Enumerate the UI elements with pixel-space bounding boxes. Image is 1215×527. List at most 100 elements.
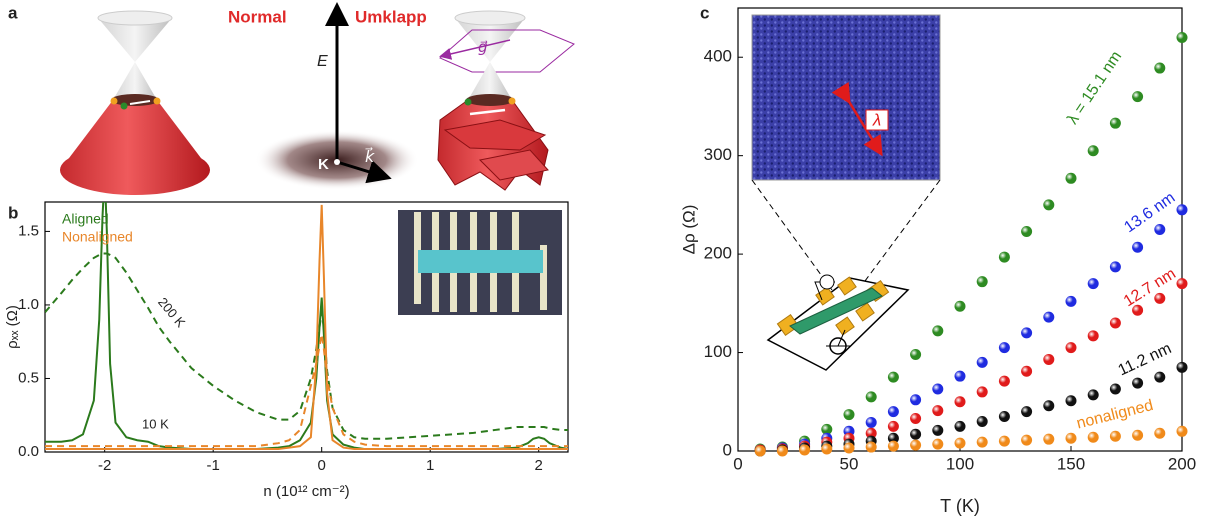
data-point — [1177, 32, 1188, 43]
zoom-line — [862, 180, 940, 285]
data-point — [999, 436, 1010, 447]
data-point — [1154, 293, 1165, 304]
data-point — [1043, 199, 1054, 210]
data-point — [999, 342, 1010, 353]
annotation: 10 K — [142, 416, 169, 431]
electron — [121, 103, 128, 110]
data-point — [866, 417, 877, 428]
data-point — [910, 394, 921, 405]
data-point — [888, 441, 899, 452]
data-point — [1177, 426, 1188, 437]
panel-label: b — [8, 203, 18, 222]
data-point — [777, 446, 788, 457]
data-point — [999, 376, 1010, 387]
data-point — [1066, 395, 1077, 406]
legend-label: Aligned — [62, 211, 109, 227]
umklapp-label: Umklapp — [355, 7, 427, 26]
data-point — [1132, 91, 1143, 102]
data-point — [932, 425, 943, 436]
y-tick-label: 300 — [704, 145, 732, 164]
data-point — [844, 443, 855, 454]
x-tick-label: 50 — [840, 454, 859, 473]
y-tick-label: 0 — [723, 440, 732, 459]
data-point — [1021, 366, 1032, 377]
cone-base — [60, 145, 210, 195]
legend-label: Nonaligned — [62, 229, 133, 245]
data-point — [1088, 432, 1099, 443]
y-tick-label: 0.0 — [18, 443, 39, 460]
data-point — [977, 416, 988, 427]
data-point — [1154, 372, 1165, 383]
data-point — [932, 383, 943, 394]
data-point — [955, 438, 966, 449]
series-label: 13.6 nm — [1121, 189, 1178, 236]
data-point — [910, 349, 921, 360]
k-point — [334, 159, 340, 165]
y-tick-label: 100 — [704, 342, 732, 361]
hall-bar — [418, 250, 543, 273]
y-tick-label: 1.5 — [18, 222, 39, 239]
data-point — [1132, 430, 1143, 441]
page: a Normal Umklapp E K k⃗ g⃗ — [0, 0, 1215, 527]
electron — [154, 98, 161, 105]
data-point — [1154, 63, 1165, 74]
annotation: 200 K — [155, 294, 189, 330]
x-tick-label: 0 — [318, 457, 326, 474]
data-point — [1043, 434, 1054, 445]
figure: a Normal Umklapp E K k⃗ g⃗ — [0, 0, 1215, 527]
data-point — [1088, 389, 1099, 400]
series-label: 11.2 nm — [1116, 340, 1175, 379]
data-point — [1177, 204, 1188, 215]
data-point — [1088, 145, 1099, 156]
data-point — [888, 406, 899, 417]
data-point — [1021, 327, 1032, 338]
data-point — [955, 371, 966, 382]
data-point — [866, 442, 877, 453]
x-tick-label: -2 — [98, 457, 111, 474]
data-point — [1043, 354, 1054, 365]
data-point — [1110, 318, 1121, 329]
y-tick-label: 200 — [704, 244, 732, 263]
data-point — [955, 421, 966, 432]
data-point — [1021, 406, 1032, 417]
data-point — [1043, 312, 1054, 323]
data-point — [999, 252, 1010, 263]
x-tick-label: 150 — [1057, 454, 1085, 473]
data-point — [821, 444, 832, 455]
data-point — [910, 429, 921, 440]
y-tick-label: 0.5 — [18, 369, 39, 386]
energy-label: E — [317, 53, 328, 70]
x-tick-label: 1 — [426, 457, 434, 474]
normal-label: Normal — [228, 7, 287, 26]
y-tick-label: 400 — [704, 47, 732, 66]
data-point — [1110, 261, 1121, 272]
data-point — [844, 409, 855, 420]
data-point — [1088, 278, 1099, 289]
data-point — [977, 386, 988, 397]
fermi-surface — [466, 94, 514, 106]
lambda-label: λ — [872, 110, 881, 129]
data-point — [1132, 242, 1143, 253]
x-tick-label: 100 — [946, 454, 974, 473]
series-label: 12.7 nm — [1121, 265, 1179, 310]
x-tick-label: 2 — [535, 457, 543, 474]
data-point — [955, 396, 966, 407]
data-point — [1154, 224, 1165, 235]
cone-rim — [98, 11, 172, 25]
series-label: λ = 15.1 nm — [1064, 48, 1125, 127]
k-point-label: K — [318, 156, 329, 173]
data-point — [955, 301, 966, 312]
schematic: a Normal Umklapp E K k⃗ g⃗ — [8, 3, 574, 195]
x-tick-label: 0 — [733, 454, 742, 473]
voltmeter — [820, 275, 834, 289]
data-point — [977, 437, 988, 448]
x-tick-label: -1 — [207, 457, 220, 474]
series-label: nonaligned — [1075, 397, 1155, 432]
data-point — [1110, 118, 1121, 129]
data-point — [1110, 431, 1121, 442]
g-vector-label: g⃗ — [478, 39, 488, 56]
device-photo — [398, 210, 562, 315]
data-point — [1177, 362, 1188, 373]
data-point — [1110, 383, 1121, 394]
data-point — [932, 325, 943, 336]
